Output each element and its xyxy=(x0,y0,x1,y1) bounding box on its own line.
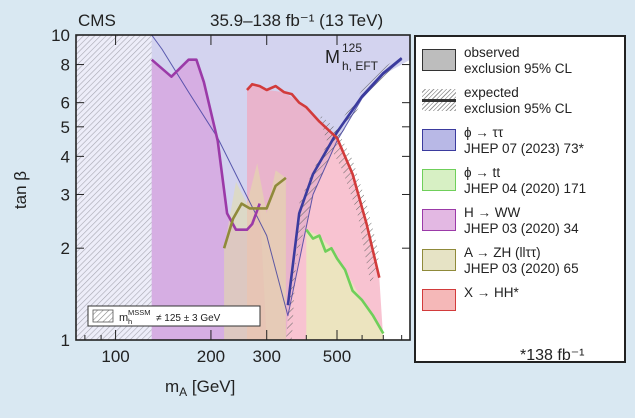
legend-swatch xyxy=(422,169,456,191)
x-tick-label: 300 xyxy=(253,347,281,366)
legend: observed exclusion 95% CL expected exclusio… xyxy=(414,35,626,363)
y-tick-label: 5 xyxy=(61,118,70,137)
x-tick-label: 500 xyxy=(323,347,351,366)
x-tick-label: 200 xyxy=(197,347,225,366)
legend-swatch xyxy=(422,289,456,311)
legend-label: ϕ → tt JHEP 04 (2020) 171 xyxy=(464,165,586,197)
footnote: *138 fb⁻¹ xyxy=(520,347,585,364)
legend-label: observed exclusion 95% CL xyxy=(464,45,572,77)
y-tick-label: 3 xyxy=(61,185,70,204)
tt-expected-line xyxy=(305,228,385,335)
legend-label-line1: H → WW xyxy=(464,205,521,220)
legend-label-line1: observed xyxy=(464,45,520,60)
legend-item: X → HH* xyxy=(422,285,519,311)
legend-label-line2: JHEP 04 (2020) 171 xyxy=(464,181,587,196)
legend-item: A → ZH (llττ) JHEP 03 (2020) 65 xyxy=(422,245,579,277)
plot-area: 1 2 3 4 5 6 8 10 100 200 300 500 xyxy=(51,26,411,366)
tautau-observed-line xyxy=(151,34,403,317)
legend-item: H → WW JHEP 03 (2020) 34 xyxy=(422,205,579,237)
legend-swatch xyxy=(422,49,456,71)
legend-item: observed exclusion 95% CL xyxy=(422,45,572,77)
zh-expected-line xyxy=(222,176,287,249)
inset-sub: h xyxy=(128,317,132,326)
mh-hatched-region xyxy=(76,35,152,340)
y-axis-label: tan β xyxy=(11,171,30,209)
legend-label-line1: A → ZH (llττ) xyxy=(464,245,541,260)
hh-expected-line xyxy=(246,82,381,278)
x-tick-label: 100 xyxy=(101,347,129,366)
legend-label-line2: JHEP 03 (2020) 34 xyxy=(464,221,579,236)
legend-label-line2: exclusion 95% CL xyxy=(464,61,573,76)
inset-rest: ≠ 125 ± 3 GeV xyxy=(156,313,221,324)
y-tick-label: 10 xyxy=(51,26,70,45)
cms-label: CMS xyxy=(78,11,116,30)
legend-label: H → WW JHEP 03 (2020) 34 xyxy=(464,205,579,237)
legend-label: A → ZH (llττ) JHEP 03 (2020) 65 xyxy=(464,245,579,277)
legend-label-line1: ϕ → tt xyxy=(464,165,501,180)
scenario-label: M 125 h, EFT xyxy=(325,41,379,73)
tautau-expected-line xyxy=(286,57,403,306)
scenario-sub: h, EFT xyxy=(342,59,379,73)
legend-label-line2: JHEP 07 (2023) 73* xyxy=(464,141,584,156)
legend-label: X → HH* xyxy=(464,285,519,301)
y-tick-label: 4 xyxy=(61,147,70,166)
ww-expected-line xyxy=(150,58,261,231)
legend-label-line2: JHEP 03 (2020) 65 xyxy=(464,261,579,276)
legend-swatch xyxy=(422,209,456,231)
legend-item: ϕ → tt JHEP 04 (2020) 171 xyxy=(422,165,586,197)
legend-label-line1: expected xyxy=(464,85,519,100)
lumi-label: 35.9–138 fb⁻¹ (13 TeV) xyxy=(210,11,383,30)
legend-label: ϕ → ττ JHEP 07 (2023) 73* xyxy=(464,125,584,157)
legend-label-line1: X → HH* xyxy=(464,285,519,300)
scenario-main: M xyxy=(325,47,340,67)
legend-swatch xyxy=(422,249,456,271)
hh-expected-band xyxy=(319,114,380,287)
inset-box: m MSSM h ≠ 125 ± 3 GeV xyxy=(87,305,261,327)
plot-frame xyxy=(75,34,411,341)
scenario-sup: 125 xyxy=(342,41,362,55)
legend-label-line2: exclusion 95% CL xyxy=(464,101,573,116)
legend-label-line1: ϕ → ττ xyxy=(464,125,504,140)
legend-item: ϕ → ττ JHEP 07 (2023) 73* xyxy=(422,125,584,157)
legend-label: expected exclusion 95% CL xyxy=(464,85,572,117)
y-tick-label: 6 xyxy=(61,94,70,113)
legend-swatch xyxy=(422,89,456,111)
tautau-expected-band xyxy=(285,55,402,340)
x-axis-label: mA [GeV] xyxy=(165,377,235,399)
inset-sup: MSSM xyxy=(128,308,151,317)
legend-item: expected exclusion 95% CL xyxy=(422,85,572,117)
y-tick-label: 2 xyxy=(61,239,70,258)
y-tick-label: 1 xyxy=(61,331,70,350)
tt-excluded-region xyxy=(306,229,384,340)
inset-m: m xyxy=(119,312,128,324)
y-tick-label: 8 xyxy=(61,56,70,75)
legend-swatch xyxy=(422,129,456,151)
